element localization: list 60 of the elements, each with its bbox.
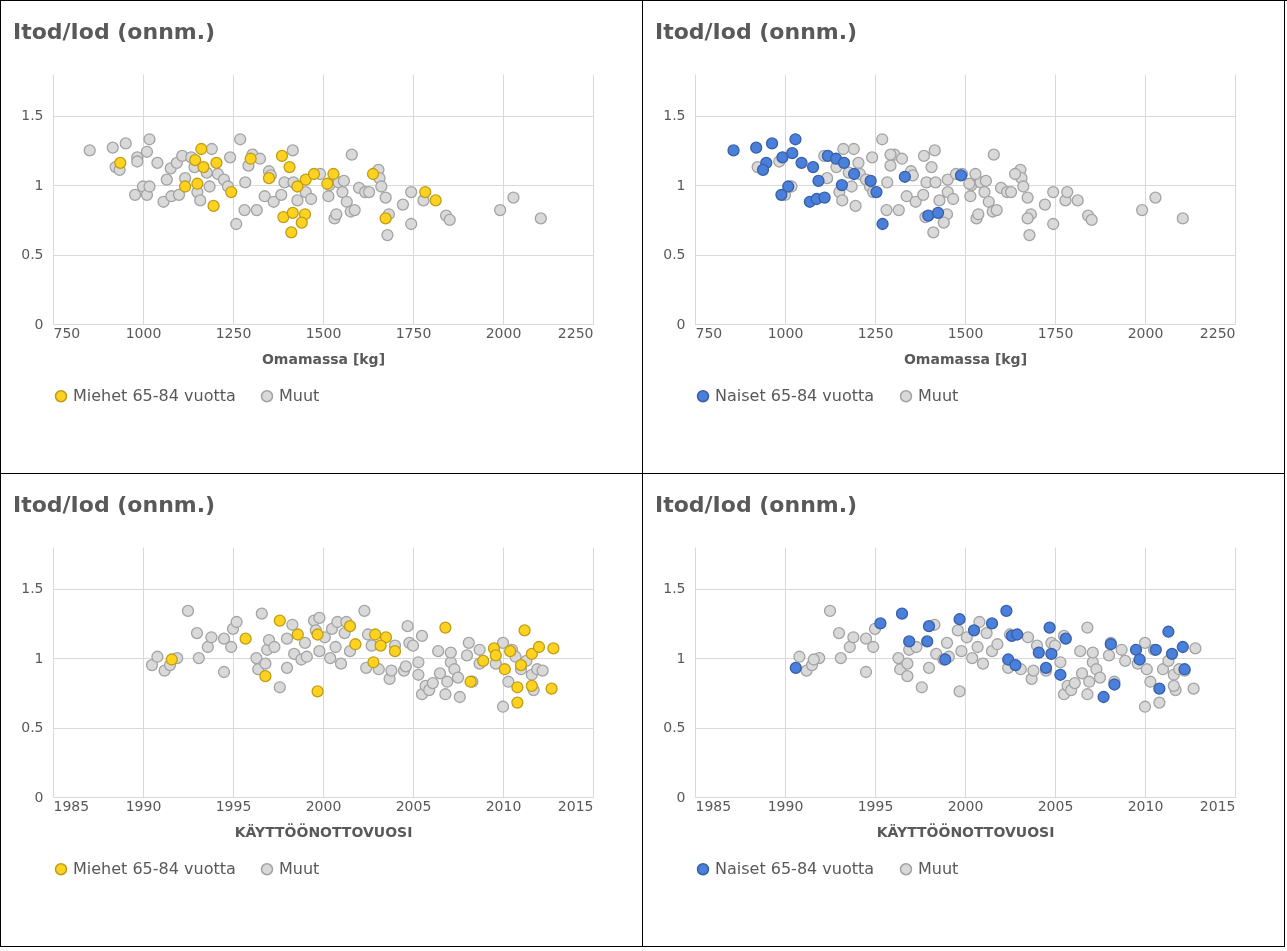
chart-title: Itod/Iod (onnm.)	[655, 492, 858, 517]
y-tick-label: 0	[676, 788, 686, 805]
legend-label: Miehet 65-84 vuotta	[73, 859, 236, 879]
y-tick-label: 0	[34, 315, 44, 332]
y-tick-label: 1.5	[663, 580, 686, 597]
legend-label: Muut	[918, 386, 959, 406]
x-tick-label: 750	[53, 324, 81, 341]
y-tick-label: 0.5	[21, 246, 44, 263]
x-tick-label: 2010	[1127, 797, 1164, 814]
x-axis-title: Omamassa [kg]	[903, 350, 1028, 367]
x-tick-label: 1990	[767, 797, 804, 814]
y-tick-label: 1.5	[21, 580, 44, 597]
y-tick-label: 1	[676, 649, 686, 666]
x-tick-label: 2005	[1037, 797, 1074, 814]
y-tick-label: 1	[34, 649, 44, 666]
y-tick-label: 1.5	[663, 107, 686, 124]
y-tick-label: 1.5	[21, 107, 44, 124]
x-tick-label: 1000	[125, 324, 162, 341]
x-tick-label: 2005	[395, 797, 432, 814]
y-tick-label: 0.5	[663, 719, 686, 736]
x-tick-label: 2015	[557, 797, 594, 814]
x-tick-label: 1985	[695, 797, 732, 814]
x-axis-title: KÄYTTÖÖNOTTOVUOSI	[876, 822, 1055, 840]
x-tick-label: 1750	[1037, 324, 1074, 341]
x-tick-label: 2250	[557, 324, 594, 341]
x-tick-label: 1990	[125, 797, 162, 814]
x-tick-label: 2000	[1127, 324, 1164, 341]
legend-label: Muut	[279, 859, 320, 879]
x-tick-label: 2000	[305, 797, 342, 814]
x-tick-label: 1985	[53, 797, 90, 814]
legend-label: Muut	[279, 386, 320, 406]
x-axis-title: Omamassa [kg]	[261, 350, 386, 367]
x-tick-label: 1500	[947, 324, 984, 341]
y-tick-label: 0.5	[21, 719, 44, 736]
x-tick-label: 2015	[1199, 797, 1236, 814]
chart-title: Itod/Iod (onnm.)	[655, 19, 858, 44]
y-tick-label: 1	[676, 176, 686, 193]
x-tick-label: 1750	[395, 324, 432, 341]
x-tick-label: 2000	[485, 324, 522, 341]
y-tick-label: 0	[34, 788, 44, 805]
y-tick-label: 0	[676, 315, 686, 332]
x-tick-label: 750	[695, 324, 723, 341]
legend-label: Miehet 65-84 vuotta	[73, 386, 236, 406]
x-tick-label: 1995	[215, 797, 252, 814]
chart-title: Itod/Iod (onnm.)	[13, 492, 216, 517]
x-tick-label: 1250	[215, 324, 252, 341]
legend-label: Muut	[918, 859, 959, 879]
legend-label: Naiset 65-84 vuotta	[715, 386, 875, 406]
y-tick-label: 0.5	[663, 246, 686, 263]
x-axis-title: KÄYTTÖÖNOTTOVUOSI	[234, 822, 413, 840]
chart-title: Itod/Iod (onnm.)	[13, 19, 216, 44]
x-tick-label: 1500	[305, 324, 342, 341]
x-tick-label: 2010	[485, 797, 522, 814]
x-tick-label: 1995	[857, 797, 894, 814]
legend-label: Naiset 65-84 vuotta	[715, 859, 875, 879]
x-tick-label: 2250	[1199, 324, 1236, 341]
x-tick-label: 1000	[767, 324, 804, 341]
y-tick-label: 1	[34, 176, 44, 193]
x-tick-label: 1250	[857, 324, 894, 341]
x-tick-label: 2000	[947, 797, 984, 814]
